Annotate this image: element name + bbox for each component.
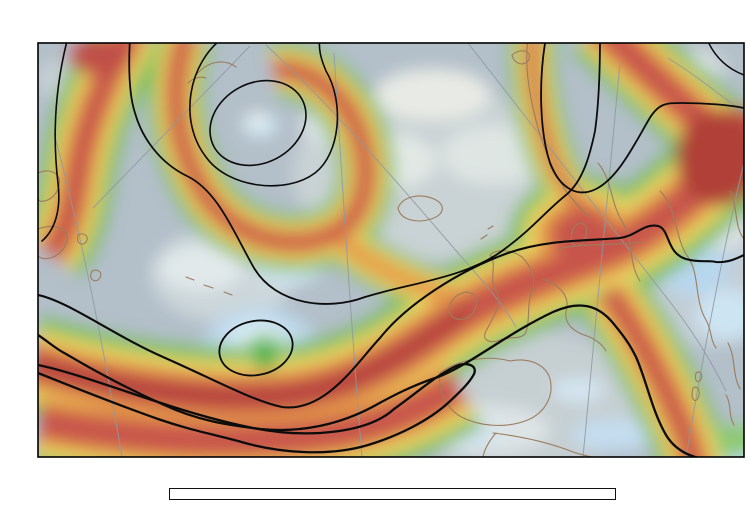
colorbar-tick-labels bbox=[169, 498, 614, 514]
height-contours bbox=[38, 43, 744, 457]
map-border bbox=[37, 42, 745, 458]
graticule bbox=[53, 43, 744, 457]
colorbar bbox=[169, 488, 616, 500]
coastlines bbox=[38, 43, 744, 457]
wind-speed-shading bbox=[38, 43, 744, 457]
